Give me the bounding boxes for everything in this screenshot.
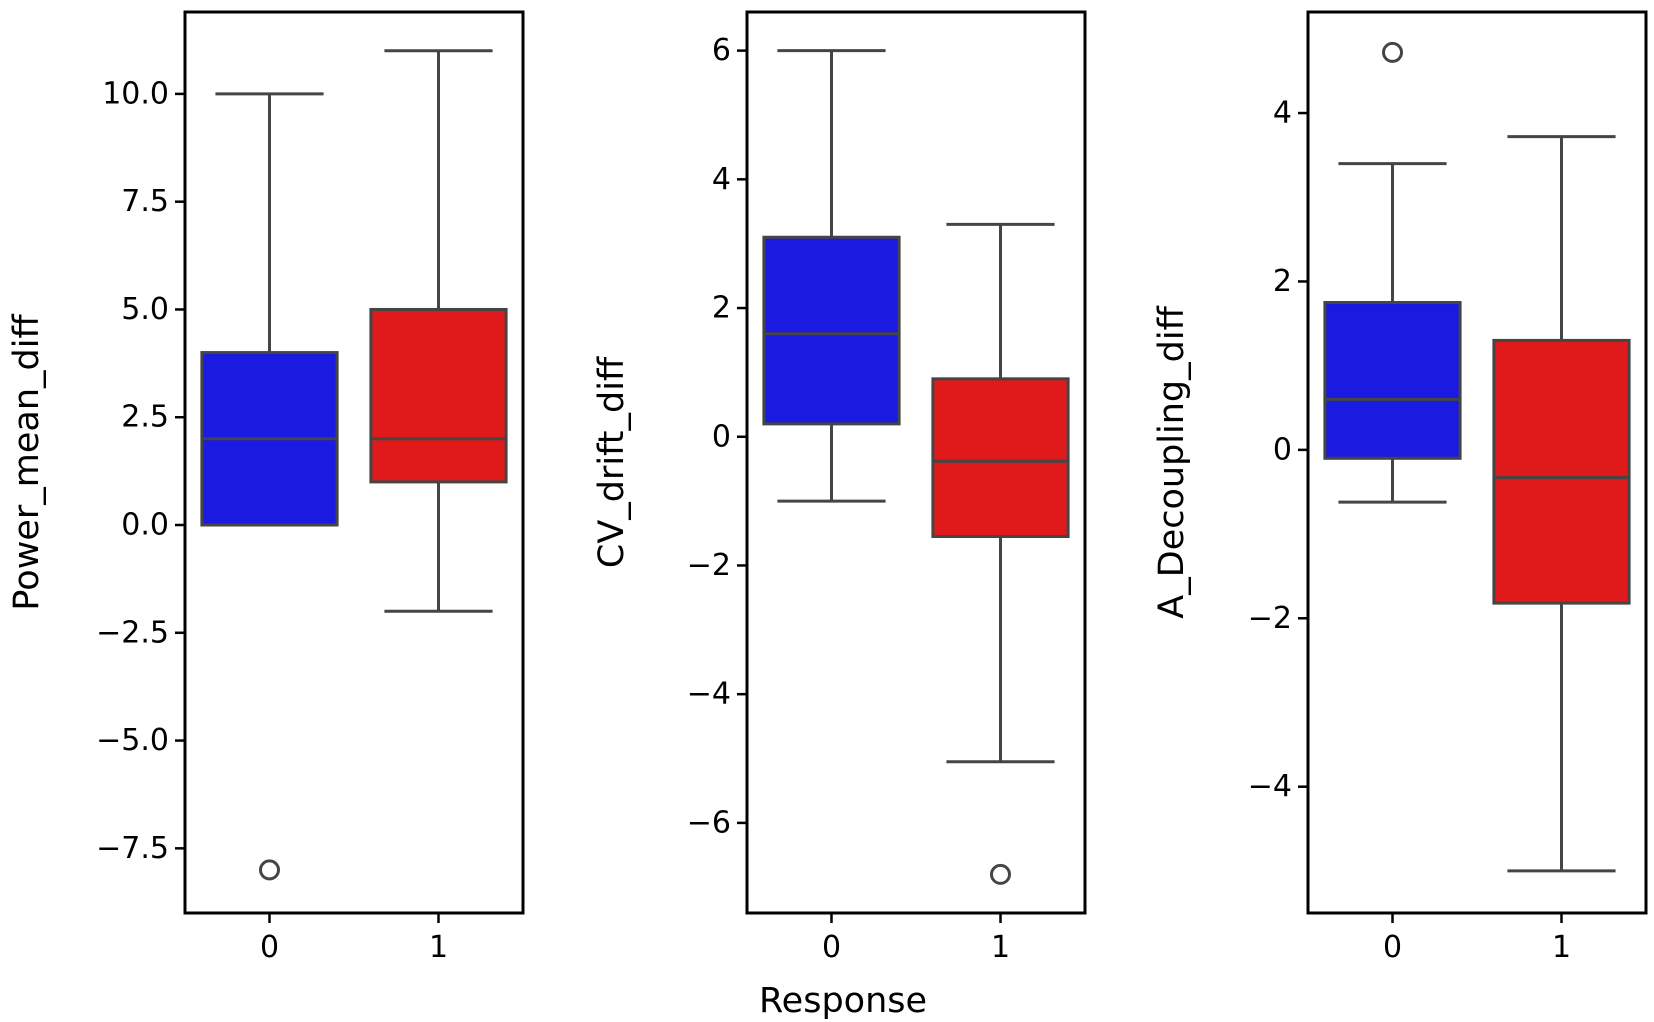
y-tick-label: −2 bbox=[1248, 601, 1292, 636]
box-category-1 bbox=[1492, 135, 1631, 873]
y-tick-label: −4 bbox=[687, 677, 731, 712]
x-tick-label: 0 bbox=[1383, 930, 1402, 965]
x-tick-label: 1 bbox=[429, 930, 448, 965]
iqr-box bbox=[369, 307, 508, 484]
subplot-power-mean-diff: −7.5 −5.0 −2.5 0.0 2.5 5.0 7.5 10.0 0 1 Power_mean… bbox=[7, 10, 525, 965]
iqr-box bbox=[931, 377, 1070, 539]
y-axis-label: CV_drift_diff bbox=[592, 356, 632, 568]
x-tick-label: 1 bbox=[991, 930, 1010, 965]
y-axis-label: A_Decoupling_diff bbox=[1152, 305, 1192, 618]
x-tick-label: 0 bbox=[260, 930, 279, 965]
x-tick-label: 0 bbox=[822, 930, 841, 965]
y-tick-label: −2 bbox=[687, 548, 731, 583]
y-tick-label: −5.0 bbox=[96, 723, 169, 758]
y-tick-label: −7.5 bbox=[96, 831, 169, 866]
y-tick-label: −4 bbox=[1248, 769, 1292, 804]
y-tick-label: 2 bbox=[712, 291, 731, 326]
subplot-cv-drift-diff: −6 −4 −2 0 2 4 6 0 1 CV_drift_diff Response bbox=[592, 10, 1087, 1021]
axes-frame bbox=[1306, 10, 1648, 915]
y-tick-label: 2 bbox=[1273, 264, 1292, 299]
y-tick-label: 4 bbox=[1273, 96, 1292, 131]
box-category-1 bbox=[931, 222, 1070, 885]
box-category-0 bbox=[1323, 41, 1462, 504]
y-tick-label: 10.0 bbox=[102, 76, 169, 111]
subplot-a-decoupling-diff: −4 −2 0 2 4 0 1 A_Decoupling_diff bbox=[1152, 10, 1648, 965]
outlier-point bbox=[990, 863, 1011, 885]
x-tick-label: 1 bbox=[1552, 930, 1571, 965]
y-tick-label: −2.5 bbox=[96, 615, 169, 650]
y-tick-label: 6 bbox=[712, 33, 731, 68]
y-axis-label: Power_mean_diff bbox=[7, 314, 47, 611]
box-category-0 bbox=[200, 92, 339, 881]
x-axis-label: Response bbox=[759, 981, 927, 1021]
iqr-box bbox=[1492, 338, 1631, 605]
y-tick-label: 0 bbox=[712, 419, 731, 454]
iqr-box bbox=[762, 235, 901, 426]
outlier-point bbox=[1382, 41, 1403, 63]
box-category-1 bbox=[369, 49, 508, 613]
y-tick-label: 0 bbox=[1273, 432, 1292, 467]
box-category-0 bbox=[762, 49, 901, 503]
iqr-box bbox=[1323, 301, 1462, 460]
y-tick-label: 4 bbox=[712, 162, 731, 197]
y-tick-label: 2.5 bbox=[121, 400, 169, 435]
axes-frame bbox=[745, 10, 1087, 915]
y-tick-label: 7.5 bbox=[121, 184, 169, 219]
axes-frame bbox=[183, 10, 525, 915]
y-tick-label: 0.0 bbox=[121, 508, 169, 543]
outlier-point bbox=[259, 859, 280, 881]
y-tick-label: −6 bbox=[687, 805, 731, 840]
y-tick-label: 5.0 bbox=[121, 292, 169, 327]
